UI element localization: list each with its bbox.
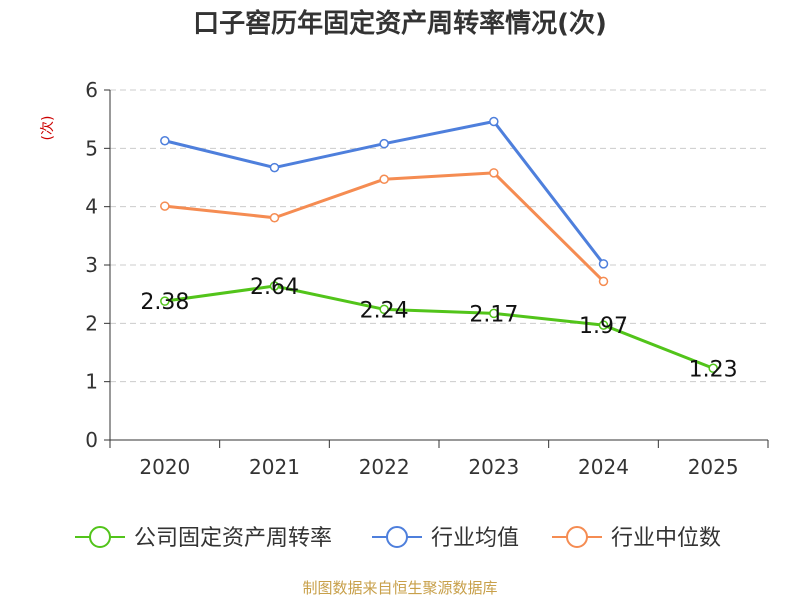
data-point-series-1[interactable]: [598, 259, 609, 269]
legend-swatch-marker[interactable]: [386, 526, 408, 548]
data-point-series-2[interactable]: [598, 276, 609, 287]
data-point-series-0[interactable]: [379, 304, 389, 315]
data-point-series-1[interactable]: [160, 136, 170, 146]
data-label: 1.23: [689, 357, 738, 382]
data-label: 2.24: [360, 298, 409, 323]
legend-label[interactable]: 公司固定资产周转率: [134, 526, 332, 551]
data-point-series-1[interactable]: [489, 116, 499, 127]
data-point-series-0[interactable]: [489, 308, 499, 319]
y-tick-label: 3: [85, 253, 98, 277]
data-point-series-1[interactable]: [269, 162, 280, 173]
legend-label[interactable]: 行业均值: [431, 526, 519, 551]
y-tick-label: 1: [85, 370, 98, 394]
data-point-series-2[interactable]: [489, 168, 499, 178]
data-label: 1.97: [579, 314, 628, 339]
x-tick-label: 2021: [249, 455, 300, 479]
y-tick-label: 0: [85, 428, 98, 452]
series-line-0: [164, 284, 714, 370]
x-tick-label: 2024: [578, 455, 629, 479]
y-tick-label: 5: [85, 136, 98, 160]
y-tick-label: 6: [85, 78, 98, 102]
data-point-series-0[interactable]: [708, 363, 718, 373]
data-point-series-2[interactable]: [379, 174, 389, 184]
y-tick-label: 2: [85, 311, 98, 335]
chart-title: 口子窖历年固定资产周转率情况(次): [193, 9, 607, 39]
x-tick-label: 2020: [139, 455, 190, 479]
legend-swatch-marker[interactable]: [566, 526, 588, 548]
x-tick-label: 2025: [688, 455, 739, 479]
x-tick-label: 2022: [359, 455, 410, 479]
x-tick-label: 2023: [468, 455, 519, 479]
data-label: 2.17: [469, 302, 518, 327]
data-label: 2.64: [250, 275, 299, 300]
data-point-series-2[interactable]: [269, 213, 280, 223]
y-tick-label: 4: [85, 195, 98, 219]
data-point-series-0[interactable]: [598, 320, 609, 330]
legend-swatch-marker[interactable]: [89, 526, 111, 548]
data-point-series-0[interactable]: [269, 281, 280, 291]
data-source-note: 制图数据来自恒生聚源数据库: [302, 579, 498, 597]
data-label: 2.38: [140, 290, 189, 315]
legend-label[interactable]: 行业中位数: [611, 526, 721, 551]
data-point-series-1[interactable]: [379, 138, 389, 149]
data-point-series-2[interactable]: [160, 201, 170, 211]
y-axis-unit-label: (次): [40, 116, 56, 141]
data-point-series-0[interactable]: [160, 296, 170, 306]
